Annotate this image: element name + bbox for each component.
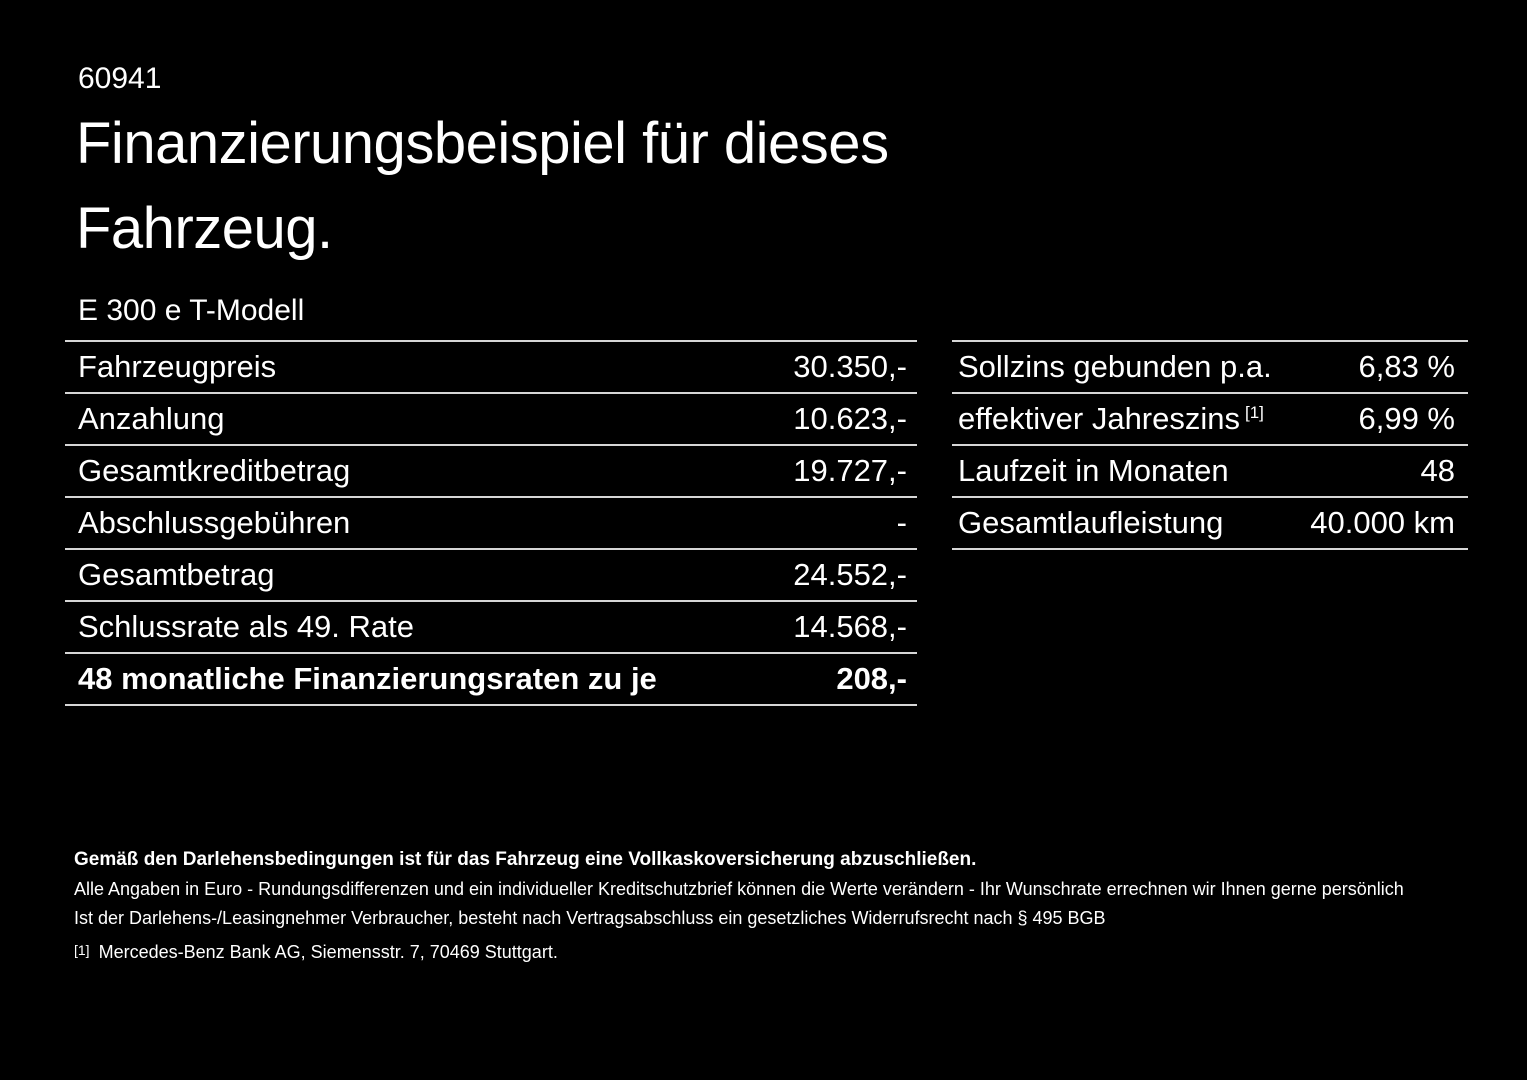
footnote-marker: [1] (74, 942, 90, 958)
row-value: 6,99 % (1358, 401, 1455, 436)
table-row-schlussrate: Schlussrate als 49. Rate 14.568,- (65, 600, 917, 652)
row-label: Abschlussgebühren (78, 505, 351, 540)
page-title-line2: Fahrzeug. (76, 196, 333, 261)
row-value: 40.000 km (1310, 505, 1455, 540)
insurance-requirement-note: Gemäß den Darlehensbedingungen ist für d… (74, 849, 977, 870)
row-value: 10.623,- (793, 401, 907, 436)
withdrawal-right-note: Ist der Darlehens-/Leasingnehmer Verbrau… (74, 908, 1106, 928)
row-label: Schlussrate als 49. Rate (78, 609, 415, 644)
page-title: Finanzierungsbeispiel für dieses Fahrzeu… (76, 101, 889, 271)
table-row-anzahlung: Anzahlung 10.623,- (65, 392, 917, 444)
row-label: Sollzins gebunden p.a. (958, 349, 1272, 384)
row-value: 48 (1420, 453, 1455, 488)
table-row-gesamtlaufleistung: Gesamtlaufleistung 40.000 km (952, 496, 1468, 548)
page-title-line1: Finanzierungsbeispiel für dieses (76, 111, 889, 176)
table-row-laufzeit: Laufzeit in Monaten 48 (952, 444, 1468, 496)
row-label-text: effektiver Jahreszins (958, 401, 1240, 436)
table-row-gesamtkreditbetrag: Gesamtkreditbetrag 19.727,- (65, 444, 917, 496)
vehicle-model: E 300 e T-Modell (78, 294, 305, 327)
row-value: - (896, 505, 907, 540)
row-value: 30.350,- (793, 349, 907, 384)
table-row-sollzins: Sollzins gebunden p.a. 6,83 % (952, 342, 1468, 392)
row-label: Anzahlung (78, 401, 225, 436)
row-value: 208,- (836, 661, 907, 696)
row-value: 6,83 % (1358, 349, 1455, 384)
footnote-text: Mercedes-Benz Bank AG, Siemensstr. 7, 70… (98, 942, 558, 962)
row-value: 19.727,- (793, 453, 907, 488)
table-row-monatsrate: 48 monatliche Finanzierungsraten zu je 2… (65, 652, 917, 704)
financing-table-right: Sollzins gebunden p.a. 6,83 % effektiver… (952, 340, 1468, 550)
row-label: 48 monatliche Finanzierungsraten zu je (78, 661, 657, 696)
table-row-gesamtbetrag: Gesamtbetrag 24.552,- (65, 548, 917, 600)
euro-rounding-note: Alle Angaben in Euro - Rundungsdifferenz… (74, 879, 1404, 899)
row-label: Gesamtbetrag (78, 557, 275, 592)
table-row-abschlussgebuehren: Abschlussgebühren - (65, 496, 917, 548)
footnote-bank-address: [1] Mercedes-Benz Bank AG, Siemensstr. 7,… (74, 942, 558, 963)
row-value: 14.568,- (793, 609, 907, 644)
row-label: Gesamtkreditbetrag (78, 453, 351, 488)
reference-number: 60941 (78, 62, 162, 95)
row-label: effektiver Jahreszins [1] (952, 401, 1264, 437)
row-label: Fahrzeugpreis (78, 349, 277, 384)
table-row-effektiver-jahreszins: effektiver Jahreszins [1] 6,99 % (952, 392, 1468, 444)
table-row-fahrzeugpreis: Fahrzeugpreis 30.350,- (65, 342, 917, 392)
row-label: Gesamtlaufleistung (958, 505, 1224, 540)
footnote-reference: [1] (1245, 403, 1264, 422)
row-label: Laufzeit in Monaten (958, 453, 1229, 488)
financing-table-left: Fahrzeugpreis 30.350,- Anzahlung 10.623,… (65, 340, 917, 706)
row-value: 24.552,- (793, 557, 907, 592)
